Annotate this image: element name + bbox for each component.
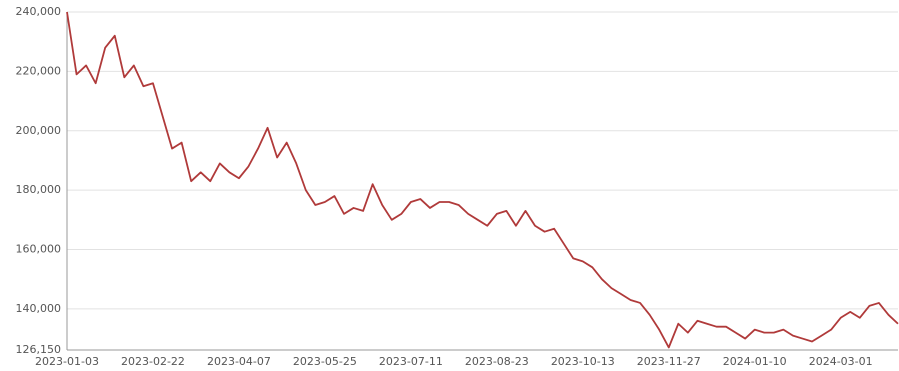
x-tick-label: 2023-10-13	[551, 355, 615, 368]
x-tick-label: 2023-11-27	[637, 355, 701, 368]
y-tick-label: 240,000	[16, 5, 62, 18]
x-tick-label: 2023-08-23	[465, 355, 529, 368]
y-tick-label: 180,000	[16, 183, 62, 196]
x-tick-label: 2023-02-22	[121, 355, 185, 368]
y-tick-label: 126,150	[16, 343, 62, 356]
y-tick-label: 220,000	[16, 64, 62, 77]
y-tick-label: 160,000	[16, 243, 62, 256]
y-tick-label: 200,000	[16, 124, 62, 137]
x-tick-label: 2023-05-25	[293, 355, 357, 368]
x-tick-label: 2023-07-11	[379, 355, 443, 368]
line-series	[66, 11, 899, 349]
y-tick-label: 140,000	[16, 302, 62, 315]
x-tick-label: 2023-04-07	[207, 355, 271, 368]
x-tick-label: 2024-01-10	[723, 355, 787, 368]
x-tick-label: 2023-01-03	[35, 355, 99, 368]
x-tick-label: 2024-03-01	[809, 355, 873, 368]
